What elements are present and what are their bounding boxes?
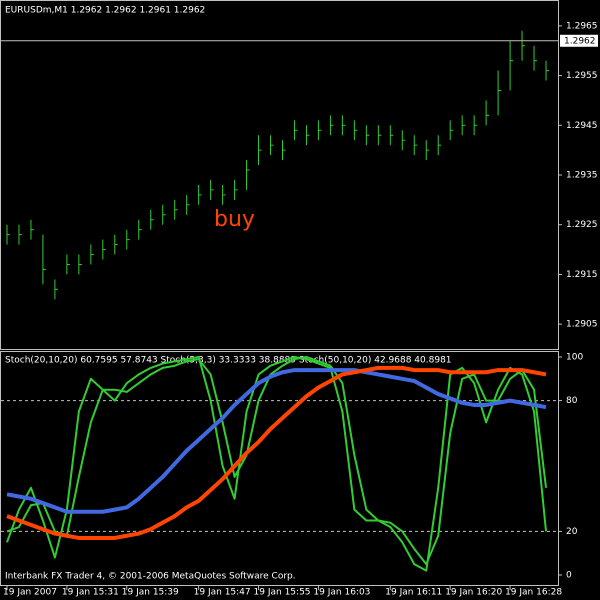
y-tick-label: 1.2905 — [566, 320, 598, 330]
y-tick-label: 1.2965 — [566, 21, 598, 31]
indicator-plot — [1, 356, 558, 572]
x-tick-label: 19 Jan 15:47 — [194, 588, 251, 598]
price-plot — [6, 30, 550, 300]
y-tick-label: 20 — [566, 527, 578, 537]
price-title: EURUSDm,M1 1.2962 1.2962 1.2961 1.2962 — [5, 6, 205, 16]
price-frame — [0, 0, 559, 350]
y-tick-label: 1.2955 — [566, 71, 598, 81]
x-tick-label: 19 Jan 16:11 — [385, 588, 442, 598]
series-line — [6, 365, 547, 540]
y-tick-label: 0 — [566, 571, 572, 581]
indicator-frame — [0, 351, 559, 586]
y-tick-label: 80 — [566, 396, 578, 406]
x-tick-label: 19 Jan 15:39 — [122, 588, 179, 598]
indicator-title: Stoch(20,10,20) 60.7595 57.8743 Stoch(5,… — [5, 356, 452, 366]
footer: Interbank FX Trader 4, © 2001-2006 MetaQ… — [5, 572, 296, 582]
y-tick-label: 1.2945 — [566, 121, 598, 131]
y-tick-label: 1.2925 — [566, 220, 598, 230]
series-line — [6, 368, 547, 514]
x-tick-label: 19 Jan 16:03 — [313, 588, 370, 598]
x-tick-label: 19 Jan 15:55 — [254, 588, 311, 598]
x-tick-label: 19 Jan 16:20 — [445, 588, 502, 598]
x-tick-label: 19 Jan 16:28 — [505, 588, 562, 598]
y-tick-label: 1.2935 — [566, 171, 598, 181]
y-tick-label: 100 — [566, 353, 583, 363]
current-price-box — [560, 34, 598, 47]
annotation: buy — [214, 207, 255, 232]
x-tick-label: 19 Jan 15:31 — [62, 588, 119, 598]
x-tick-label: 19 Jan 2007 — [3, 588, 57, 598]
series-line — [6, 356, 548, 566]
current-price-label: 1.2962 — [564, 36, 596, 46]
y-tick-label: 1.2915 — [566, 270, 598, 280]
